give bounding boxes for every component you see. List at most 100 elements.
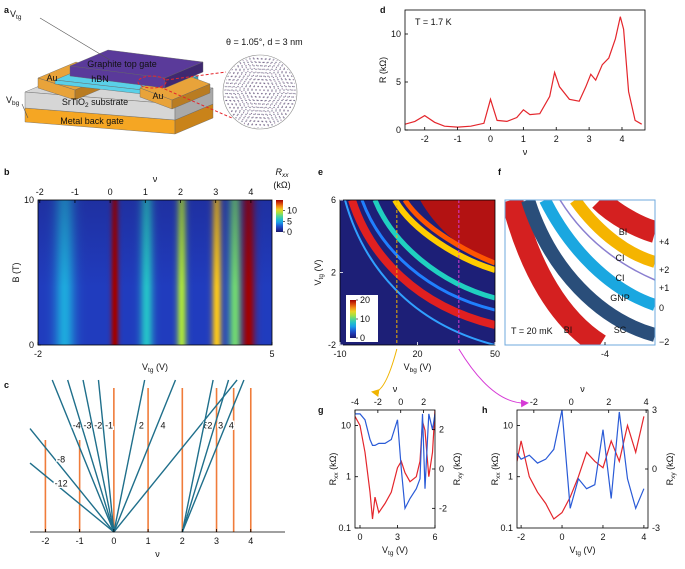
x-tick-label: -4 <box>601 349 609 359</box>
layer-label: Graphite top gate <box>87 59 157 69</box>
x-tick-label: 1 <box>146 536 151 546</box>
colorbar-tick-label: 20 <box>360 295 370 305</box>
filling-label: +1 <box>659 283 669 293</box>
x-tick-label: -1 <box>76 536 84 546</box>
x-tick-label: -10 <box>333 349 346 359</box>
filling-label: −2 <box>659 337 669 347</box>
voltage-label: Vtg <box>10 9 22 21</box>
zoom-line <box>159 86 233 119</box>
x-axis-label: Vbg (V) <box>404 362 432 374</box>
label-part: V <box>6 95 12 105</box>
chern-label: 3 <box>218 421 223 431</box>
subscript: tg <box>16 14 22 21</box>
data-line <box>517 410 645 511</box>
panel-label: e <box>318 167 323 177</box>
x-tick-label: -2 <box>517 532 525 542</box>
y2-tick-label: -2 <box>439 503 447 513</box>
data-line <box>405 16 642 128</box>
x2-tick-label: 0 <box>398 397 403 407</box>
x-tick-label: -2 <box>421 134 429 144</box>
label-part: V <box>404 362 410 372</box>
phase-band <box>539 200 655 311</box>
subscript: bg <box>410 367 418 374</box>
label-part: V <box>10 9 16 19</box>
fan-line <box>181 379 230 533</box>
label-part: R <box>665 478 675 485</box>
label-part: SrTiO <box>62 97 85 107</box>
chern-label: -4 <box>73 421 81 431</box>
x-tick-label: 2 <box>600 532 605 542</box>
chern-label: 4 <box>229 421 234 431</box>
y-tick-label: 0 <box>29 340 34 350</box>
y-tick-label: 6 <box>331 195 336 205</box>
subscript: xy <box>670 472 677 479</box>
colorbar-tick-label: 0 <box>360 333 365 343</box>
x2-tick-label: -2 <box>36 187 44 197</box>
label-part: (V) <box>153 362 168 372</box>
subscript: xy <box>457 472 464 479</box>
fan-line <box>66 379 115 533</box>
x-axis-label: Vtg (V) <box>382 545 408 557</box>
y-tick-label: 10 <box>503 420 513 430</box>
colorbar-tick-label: 10 <box>360 314 370 324</box>
subscript: bg <box>12 100 20 107</box>
band <box>420 200 495 260</box>
twist-label: θ = 1.05°, d = 3 nm <box>226 37 303 47</box>
fan-line <box>82 379 115 533</box>
phase-label: GNP <box>610 293 630 303</box>
subscript: 2 <box>85 102 89 109</box>
label-part: (V) <box>417 362 432 372</box>
band <box>372 200 495 301</box>
x2-tick-label: 2 <box>606 397 611 407</box>
band <box>402 200 495 266</box>
x2-tick-label: 0 <box>569 397 574 407</box>
x2-tick-label: -2 <box>374 397 382 407</box>
colorbar <box>350 300 356 338</box>
cut-arrow <box>371 348 398 397</box>
phase-band <box>521 200 655 342</box>
y2-tick-label: -3 <box>652 523 660 533</box>
y-axis-label: Rxx (kΩ) <box>328 453 340 486</box>
colorbar-tick-label: 5 <box>287 216 292 226</box>
layer-label: Au <box>152 91 163 101</box>
label-part: V <box>382 545 388 555</box>
band <box>344 200 495 345</box>
x-axis-label: ν <box>155 549 160 559</box>
chart-title: T = 20 mK <box>511 326 553 336</box>
subscript: tg <box>318 274 325 280</box>
fan-line <box>97 379 115 533</box>
panel-label: a <box>4 5 10 15</box>
filling-label: +4 <box>659 237 669 247</box>
x-tick-label: 0 <box>488 134 493 144</box>
y2-tick-label: 3 <box>652 405 657 415</box>
fan-line <box>51 379 115 533</box>
phase-label: BI <box>564 325 573 335</box>
x2-tick-label: -4 <box>351 397 359 407</box>
panel-label: g <box>318 405 324 415</box>
x-axis-label: Vtg (V) <box>142 362 168 374</box>
chern-label: -3 <box>84 421 92 431</box>
frame <box>504 199 656 346</box>
x-tick-label: -1 <box>454 134 462 144</box>
data-line <box>355 413 435 511</box>
chern-label: 2 <box>207 421 212 431</box>
subscript: xx <box>281 172 289 179</box>
y2-axis-label: Rxy (kΩ) <box>452 453 464 486</box>
colorbar-label: Rxx <box>276 167 290 179</box>
label-part: (kΩ) <box>665 453 675 473</box>
label-part: V <box>570 545 576 555</box>
y-tick-label: 2 <box>331 268 336 278</box>
chern-label: 8 <box>204 421 209 431</box>
y-axis-label: Vtg (V) <box>313 260 325 286</box>
x-tick-label: 6 <box>432 532 437 542</box>
chern-label: -12 <box>55 479 68 489</box>
phase-band <box>592 200 655 243</box>
panel-label: c <box>4 380 9 390</box>
x-tick-label: 2 <box>180 536 185 546</box>
data-line <box>517 416 645 520</box>
moire-layer <box>224 56 296 128</box>
x-tick-label: 3 <box>395 532 400 542</box>
x2-tick-label: 0 <box>108 187 113 197</box>
